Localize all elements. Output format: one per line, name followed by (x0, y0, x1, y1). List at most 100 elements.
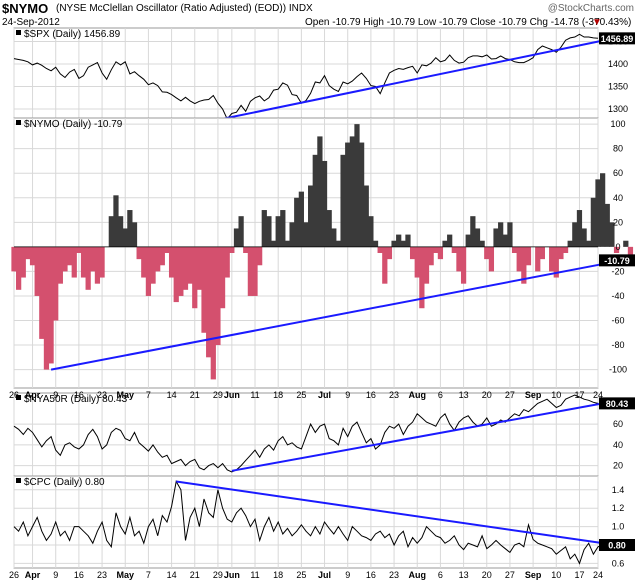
oscillator-bar (34, 246, 40, 296)
oscillator-bar (572, 222, 578, 247)
oscillator-bar (405, 234, 411, 247)
oscillator-bar (294, 197, 300, 247)
y-tick-label: 1300 (608, 104, 628, 114)
legend-marker (16, 478, 21, 483)
x-tick-label: Jul (318, 570, 331, 580)
oscillator-bar (498, 222, 504, 247)
oscillator-bar (474, 228, 481, 247)
x-tick-label: 27 (505, 570, 515, 580)
oscillator-bar (558, 246, 564, 260)
oscillator-bar (261, 210, 267, 247)
oscillator-bar (252, 246, 258, 296)
oscillator-bar (586, 240, 592, 247)
last-value-label: 1456.89 (601, 34, 634, 44)
oscillator-bar (127, 210, 133, 247)
panel-frame (13, 27, 599, 119)
oscillator-bar (312, 154, 318, 247)
y-tick-label: 0.6 (612, 558, 625, 568)
oscillator-bar (627, 246, 634, 261)
x-tick-label: 24 (593, 570, 603, 580)
x-tick-label: 18 (273, 570, 283, 580)
y-tick-label: 40 (613, 440, 623, 450)
x-tick-label: 17 (574, 570, 584, 580)
oscillator-bar (99, 246, 105, 278)
y-tick-label: 20 (613, 461, 623, 471)
x-tick-label: 23 (389, 390, 399, 400)
x-tick-label: 14 (167, 570, 177, 580)
oscillator-bar (317, 136, 323, 247)
oscillator-bar (57, 246, 63, 284)
last-value-tag (599, 539, 635, 551)
oscillator-bar (590, 197, 596, 247)
y-tick-label: 100 (610, 119, 625, 129)
x-tick-label: 23 (97, 390, 107, 400)
x-tick-label: 25 (296, 390, 306, 400)
x-tick-label: 27 (505, 390, 515, 400)
oscillator-bar (539, 246, 545, 260)
oscillator-bar (243, 246, 249, 253)
last-value-label: 80.43 (606, 399, 629, 409)
oscillator-bar (433, 246, 439, 253)
oscillator-bar (284, 240, 291, 247)
oscillator-bar (567, 240, 573, 247)
x-tick-label: 26 (9, 570, 19, 580)
oscillator-bar (382, 246, 388, 284)
y-tick-label: 60 (613, 168, 623, 178)
series-line (13, 33, 599, 120)
oscillator-bar (335, 240, 342, 247)
oscillator-bar (164, 246, 170, 253)
panel-frame (13, 117, 599, 389)
oscillator-bar (549, 246, 555, 272)
last-value-label: -10.79 (604, 256, 630, 266)
oscillator-bar (409, 246, 416, 260)
oscillator-bar (53, 246, 59, 321)
oscillator-bar (196, 246, 203, 290)
last-value-label: 0.80 (608, 541, 626, 551)
series-line (13, 480, 603, 565)
oscillator-bar (275, 216, 281, 247)
oscillator-bar (178, 246, 184, 296)
legend-marker (16, 120, 21, 125)
last-value-tag (599, 32, 635, 45)
oscillator-bar (108, 216, 114, 247)
legend-label: $CPC (Daily) 0.80 (24, 477, 105, 488)
oscillator-bar (90, 246, 96, 272)
oscillator-bar (247, 246, 253, 296)
x-tick-label: 26 (9, 390, 19, 400)
oscillator-bar (400, 240, 406, 247)
oscillator-bar (39, 246, 45, 339)
y-tick-label: 80 (613, 144, 623, 154)
oscillator-bar (623, 240, 629, 247)
legend-label: $NYA50R (Daily) 80.43 (24, 394, 128, 405)
oscillator-bar (507, 222, 513, 247)
oscillator-bar (349, 136, 355, 247)
oscillator-bar (48, 246, 54, 364)
oscillator-bar (201, 246, 207, 333)
y-tick-label: 40 (613, 193, 623, 203)
oscillator-bar (502, 234, 508, 247)
oscillator-bar (576, 210, 583, 247)
x-tick-label: Apr (25, 570, 41, 580)
oscillator-bar (516, 246, 522, 272)
last-value-tag (599, 397, 635, 410)
x-tick-label: 24 (593, 390, 603, 400)
oscillator-bar (326, 210, 332, 247)
x-tick-label: 9 (53, 570, 58, 580)
oscillator-bar (117, 216, 124, 247)
oscillator-bar (391, 240, 397, 247)
oscillator-bar (460, 246, 467, 284)
oscillator-bar (219, 246, 226, 309)
x-tick-label: May (116, 390, 134, 400)
oscillator-bar (331, 228, 337, 247)
oscillator-bar (553, 246, 559, 278)
oscillator-bar (396, 234, 402, 247)
oscillator-bar (67, 246, 73, 266)
oscillator-bar (145, 246, 152, 296)
oscillator-bar (20, 246, 26, 278)
x-tick-label: 29 (213, 570, 223, 580)
x-tick-label: 23 (389, 570, 399, 580)
x-tick-label: 23 (97, 570, 107, 580)
oscillator-bar (600, 173, 606, 247)
x-tick-label: 11 (250, 570, 259, 580)
